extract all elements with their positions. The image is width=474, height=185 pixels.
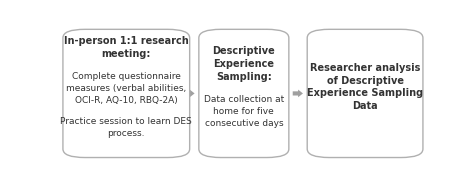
FancyBboxPatch shape [199,29,289,157]
FancyBboxPatch shape [307,29,423,157]
Text: Experience Sampling: Experience Sampling [307,88,423,98]
Text: home for five: home for five [213,107,274,116]
Text: OCI-R, AQ-10, RBQ-2A): OCI-R, AQ-10, RBQ-2A) [75,96,178,105]
Text: Researcher analysis: Researcher analysis [310,63,420,73]
FancyBboxPatch shape [63,29,190,157]
Text: Data collection at: Data collection at [204,95,284,104]
Text: meeting:: meeting: [101,49,151,59]
Text: measures (verbal abilities,: measures (verbal abilities, [66,84,186,93]
Text: Practice session to learn DES: Practice session to learn DES [60,117,192,126]
Text: of Descriptive: of Descriptive [327,76,403,86]
Text: Complete questionnaire: Complete questionnaire [72,72,181,81]
Text: Descriptive: Descriptive [212,46,275,56]
Text: Experience: Experience [213,59,274,69]
Text: process.: process. [108,129,145,138]
Text: In-person 1:1 research: In-person 1:1 research [64,36,189,46]
Text: Data: Data [352,101,378,111]
Text: Sampling:: Sampling: [216,72,272,82]
Text: consecutive days: consecutive days [204,119,283,128]
